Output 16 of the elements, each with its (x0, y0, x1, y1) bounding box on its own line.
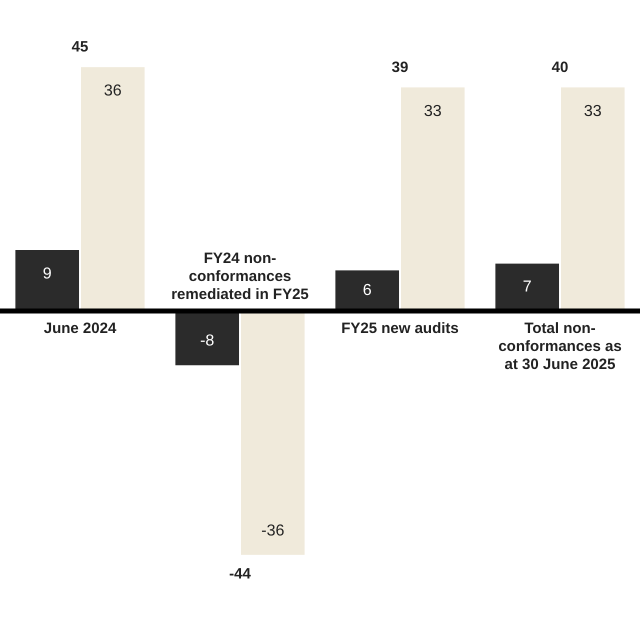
x-tick-label: Total non-conformances as at 30 June 2025 (498, 320, 622, 374)
data-label: 6 (362, 282, 372, 300)
data-label: -8 (200, 332, 214, 350)
x-tick-label: FY25 new audits (341, 320, 459, 338)
data-label: 36 (104, 82, 122, 100)
data-label: -36 (261, 522, 284, 540)
data-label: 9 (42, 265, 52, 282)
data-label: 33 (424, 102, 442, 120)
data-label: 7 (522, 278, 532, 296)
total-label: 39 (392, 59, 408, 76)
x-tick-label: FY24 non-conformances remediated in FY25 (171, 250, 309, 304)
x-tick-label: June 2024 (44, 320, 117, 338)
total-label: 40 (552, 59, 568, 76)
total-label: -44 (229, 566, 252, 583)
data-label: 33 (584, 102, 602, 120)
total-label: 45 (72, 38, 88, 56)
